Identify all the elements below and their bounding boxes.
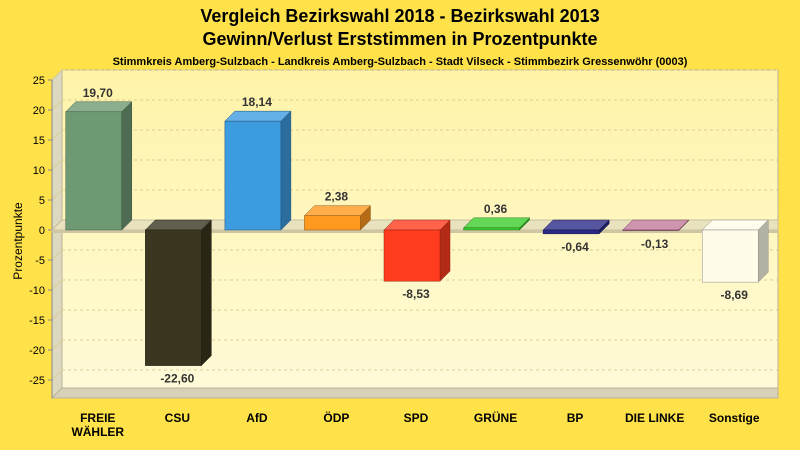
bar-front [65,111,123,231]
plot-floor [50,387,779,399]
y-axis-label: Prozentpunkte [11,202,25,280]
bar-value-label: -8,69 [721,288,749,302]
grid [51,69,778,381]
y-axis: 25 20 15 10 5 0 -5 -10 -15 -20 -25 [29,75,53,398]
y-tick-label: 20 [33,105,45,117]
bar-front [542,229,600,235]
bar-side [201,219,212,367]
bar-front [304,215,361,231]
bar-front [145,229,202,366]
y-tick-label: 5 [39,195,45,207]
bar-top [462,217,531,229]
bar-5: 0,36 [462,202,531,231]
bar-top [701,219,769,231]
grid-line-side [51,69,63,81]
chart-title: Vergleich Bezirkswahl 2018 - Bezirkswahl… [200,6,599,26]
bar-top [303,205,372,216]
bar-side [280,110,292,231]
bar-front [701,229,759,283]
grid-line-side [51,339,63,351]
category-label: AfD [246,411,268,425]
chart-subtitle: Stimmkreis Amberg-Sulzbach - Landkreis A… [113,56,688,68]
bar-0: 19,70 [65,86,133,231]
bar-value-label: -0,13 [641,237,669,251]
y-tick-label: -25 [29,375,45,387]
bar-1: -22,60 [144,219,212,386]
bar-value-label: -22,60 [160,372,194,386]
category-label: WÄHLER [71,424,124,439]
bar-value-label: 0,36 [484,202,508,216]
bar-4: -8,53 [383,219,451,301]
bar-3: 2,38 [303,190,372,231]
y-tick-label: 0 [39,225,45,237]
category-label: BP [567,411,584,425]
y-tick-label: -15 [29,315,45,327]
category-label: CSU [165,411,190,425]
bar-top [65,101,133,113]
bar-top [383,219,451,231]
bar-side [121,101,133,231]
bar-6: -0,64 [542,219,610,254]
bar-front [463,227,520,231]
bar-value-label: 2,38 [325,190,349,204]
bar-value-label: 18,14 [242,95,272,109]
grid-line-side [51,369,63,381]
bar-side [439,219,451,282]
y-tick-label: 10 [33,165,45,177]
bar-8: -8,69 [701,219,769,302]
y-tick-label: -10 [29,285,45,297]
category-label: FREIE [80,411,115,425]
bar-top [144,219,212,231]
category-label: GRÜNE [474,410,517,425]
bar-7: -0,13 [622,219,690,251]
chart-title-line2: Gewinn/Verlust Erststimmen in Prozentpun… [202,29,597,49]
y-tick-label: 25 [33,75,45,87]
bar-2: 18,14 [224,95,292,231]
grid-line-side [51,159,63,171]
bar-side [757,219,769,283]
grid-line-side [51,249,63,261]
grid-line-side [51,99,63,111]
bars: 19,70 -22,60 18,14 2,38 -8,53 0,36 -0,64 -0,13 -… [65,86,769,386]
category-label: SPD [404,411,429,425]
grid-line-side [51,189,63,201]
bar-top [622,219,690,231]
category-label: ÖDP [323,410,349,425]
grid-line-side [51,129,63,141]
bar-value-label: -8,53 [402,287,430,301]
bar-top [224,110,292,122]
bar-front [383,229,441,282]
bar-value-label: -0,64 [561,240,589,254]
bar-front [622,229,679,232]
bar-value-label: 19,70 [83,86,113,100]
y-tick-label: -5 [35,255,45,267]
grid-line-side [51,279,63,291]
category-label: DIE LINKE [625,411,684,425]
bar-front [224,120,282,231]
y-tick-label: -20 [29,345,45,357]
bar-top [542,219,610,231]
category-label: Sonstige [709,411,760,425]
y-tick-label: 15 [33,135,45,147]
grid-line-side [51,309,63,321]
